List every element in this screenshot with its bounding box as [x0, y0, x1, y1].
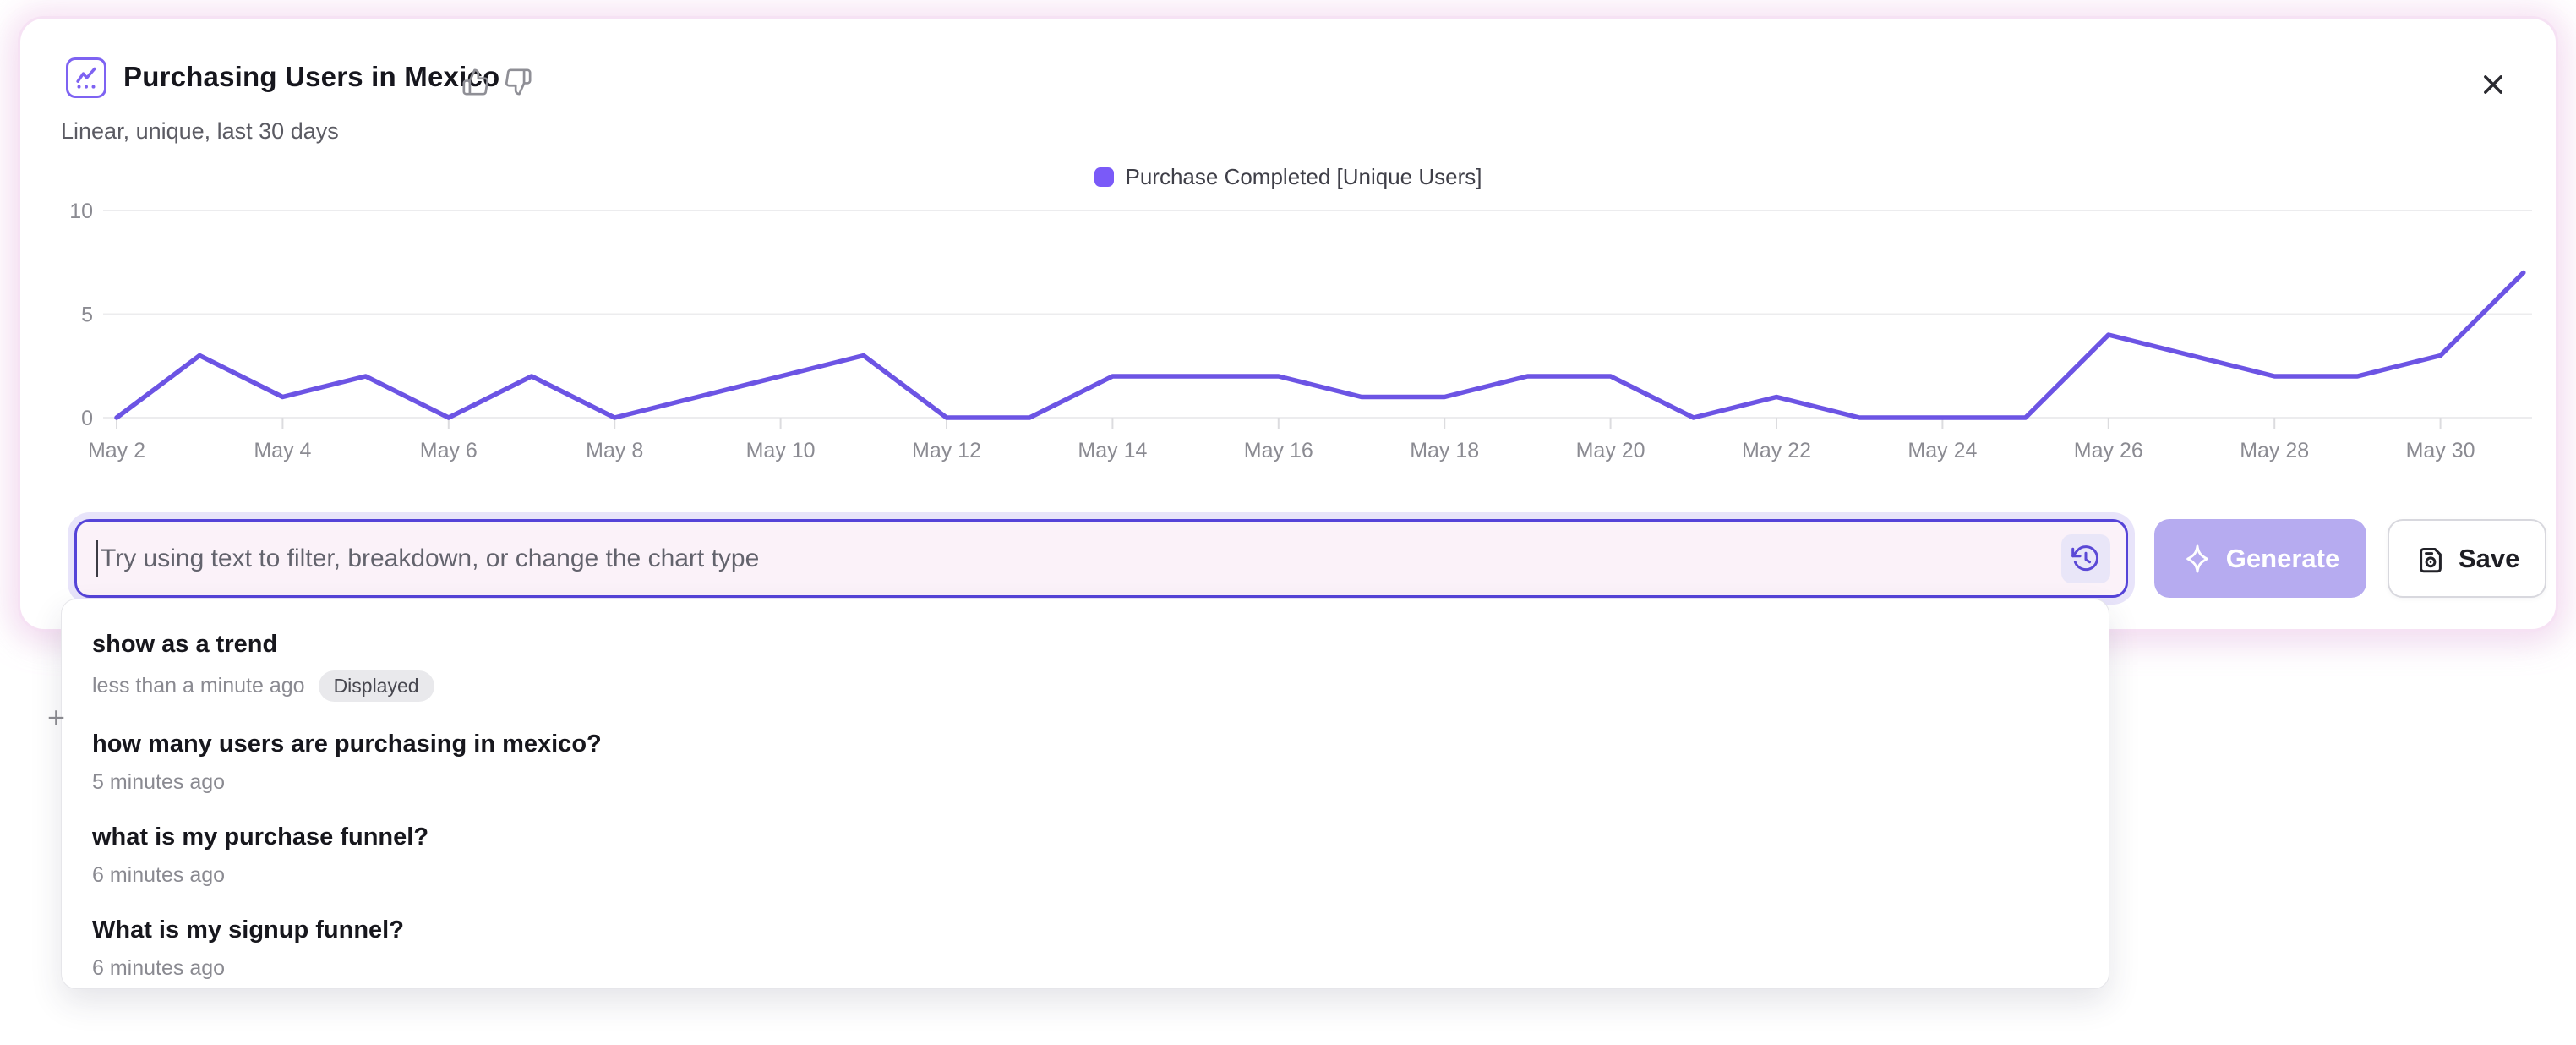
history-item-title: show as a trend: [92, 631, 278, 658]
close-icon[interactable]: [2475, 66, 2512, 103]
legend-label: Purchase Completed [Unique Users]: [1125, 164, 1482, 189]
save-icon: [2420, 547, 2442, 572]
x-tick-label: May 6: [420, 439, 478, 462]
x-tick-label: May 8: [586, 439, 643, 462]
history-list: show as a trend less than a minute ago D…: [62, 616, 2109, 988]
history-item-meta: less than a minute ago Displayed: [92, 670, 2078, 702]
x-tick-label: May 18: [1410, 439, 1479, 462]
chart-card: Purchasing Users in Mexico Linear, uniqu…: [20, 19, 2556, 629]
history-item-time: less than a minute ago: [92, 674, 305, 698]
history-clock-icon: [2071, 544, 2098, 571]
save-button[interactable]: Save: [2388, 519, 2547, 598]
prompt-input[interactable]: Try using text to filter, breakdown, or …: [74, 519, 2128, 598]
x-tick-label: May 28: [2240, 439, 2309, 462]
x-tick-label: May 30: [2406, 439, 2475, 462]
y-tick-label: 10: [69, 200, 93, 223]
thumbs-down-icon[interactable]: [504, 68, 532, 96]
series-purchase-completed: [114, 270, 2526, 420]
chart-legend: Purchase Completed [Unique Users]: [20, 164, 2556, 190]
history-item-meta: 6 minutes ago: [92, 863, 2078, 888]
text-caret: [96, 539, 98, 577]
history-item-title: what is my purchase funnel?: [92, 823, 429, 851]
x-tick-label: May 10: [746, 439, 816, 462]
x-tick-label: May 22: [1742, 439, 1811, 462]
x-tick-label: May 16: [1244, 439, 1313, 462]
x-tick-label: May 12: [912, 439, 981, 462]
history-item-time: 5 minutes ago: [92, 770, 226, 794]
x-tick-label: May 20: [1576, 439, 1645, 462]
line-chart: 0 5 10 May 2 May 4 May 6 May 8 May 10 May 12 May …: [69, 200, 2532, 462]
history-item-title: What is my signup funnel?: [92, 916, 404, 944]
history-item-meta: 6 minutes ago: [92, 956, 2078, 981]
x-tick-label: May 24: [1907, 439, 1977, 462]
x-tick-label: May 2: [88, 439, 145, 462]
history-item-time: 6 minutes ago: [92, 956, 226, 980]
line-chart-icon: [66, 57, 106, 98]
save-label: Save: [2459, 543, 2520, 573]
history-item[interactable]: what is my purchase funnel? 6 minutes ag…: [62, 809, 2109, 902]
sparkle-icon: [2186, 544, 2208, 572]
x-tick-label: May 26: [2074, 439, 2143, 462]
plus-cursor-icon: +: [47, 700, 66, 735]
generate-label: Generate: [2225, 543, 2340, 573]
y-tick-label: 5: [81, 304, 93, 327]
history-item-badge: Displayed: [318, 670, 434, 702]
generate-button[interactable]: Generate: [2154, 519, 2366, 598]
x-tick-label: May 4: [254, 439, 311, 462]
chart-subtitle: Linear, unique, last 30 days: [61, 118, 339, 144]
thumbs-up-icon[interactable]: [461, 68, 490, 96]
prompt-placeholder: Try using text to filter, breakdown, or …: [101, 544, 760, 572]
history-item[interactable]: how many users are purchasing in mexico?…: [62, 716, 2109, 809]
history-item-title: how many users are purchasing in mexico?: [92, 730, 602, 758]
history-item[interactable]: show as a trend less than a minute ago D…: [62, 616, 2109, 716]
history-dropdown: show as a trend less than a minute ago D…: [61, 599, 2109, 989]
legend-swatch: [1094, 167, 1114, 187]
history-item-time: 6 minutes ago: [92, 863, 226, 887]
history-item-meta: 5 minutes ago: [92, 770, 2078, 795]
y-tick-label: 0: [81, 407, 93, 430]
history-button[interactable]: [2061, 533, 2110, 583]
history-item[interactable]: What is my signup funnel? 6 minutes ago: [62, 902, 2109, 988]
page-title: Purchasing Users in Mexico: [123, 61, 500, 92]
x-tick-label: May 14: [1078, 439, 1147, 462]
